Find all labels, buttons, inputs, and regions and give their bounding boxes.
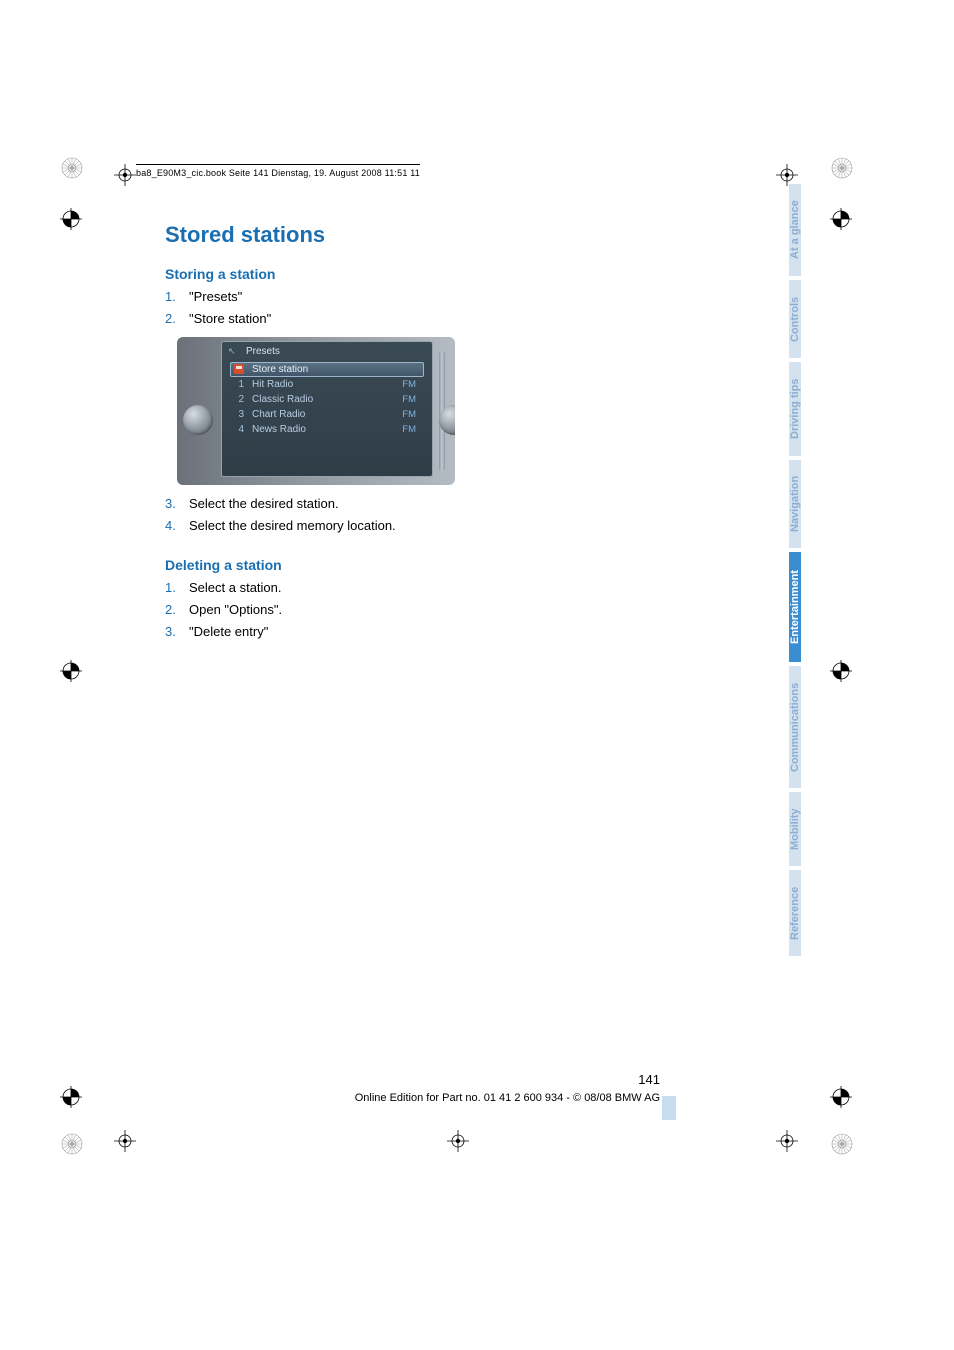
target-mark-icon bbox=[60, 1086, 82, 1108]
target-mark-icon bbox=[60, 208, 82, 230]
footer-line: Online Edition for Part no. 01 41 2 600 … bbox=[355, 1092, 660, 1104]
storing-steps-pre: 1. "Presets" 2. "Store station" bbox=[165, 288, 660, 329]
deleting-heading: Deleting a station bbox=[165, 557, 660, 573]
tab-driving-tips[interactable]: Driving tips bbox=[789, 362, 801, 456]
page-content: Stored stations Storing a station 1. "Pre… bbox=[165, 222, 660, 645]
step-text: "Delete entry" bbox=[189, 623, 268, 642]
rosette-mark-icon bbox=[60, 156, 84, 180]
idrive-row: 4 News Radio FM bbox=[230, 422, 424, 437]
deleting-steps: 1. Select a station. 2. Open "Options". 3. "D… bbox=[165, 579, 660, 642]
step-text: Select a station. bbox=[189, 579, 282, 598]
reg-mark-icon bbox=[447, 1130, 469, 1152]
step-number: 1. bbox=[165, 288, 179, 307]
target-mark-icon bbox=[830, 208, 852, 230]
tab-entertainment[interactable]: Entertainment bbox=[789, 552, 801, 662]
tab-communications[interactable]: Communications bbox=[789, 666, 801, 788]
step-item: 4. Select the desired memory location. bbox=[165, 517, 660, 536]
step-text: Select the desired station. bbox=[189, 495, 339, 514]
idrive-title: Presets bbox=[246, 346, 280, 357]
reg-mark-icon bbox=[114, 164, 136, 186]
idrive-screenshot: ↖ Presets Store station 1 Hit Radio FM 2 Cla… bbox=[177, 337, 455, 485]
idrive-list: Store station 1 Hit Radio FM 2 Classic Radio… bbox=[222, 362, 432, 443]
storing-heading: Storing a station bbox=[165, 266, 660, 282]
step-item: 1. "Presets" bbox=[165, 288, 660, 307]
tab-controls[interactable]: Controls bbox=[789, 280, 801, 358]
tab-navigation[interactable]: Navigation bbox=[789, 460, 801, 548]
tab-mobility[interactable]: Mobility bbox=[789, 792, 801, 866]
step-number: 2. bbox=[165, 601, 179, 620]
step-item: 1. Select a station. bbox=[165, 579, 660, 598]
idrive-row: 3 Chart Radio FM bbox=[230, 407, 424, 422]
page-footer: 141 Online Edition for Part no. 01 41 2 … bbox=[165, 1072, 660, 1104]
idrive-row-label: News Radio bbox=[252, 424, 394, 435]
target-mark-icon bbox=[830, 660, 852, 682]
step-item: 3. "Delete entry" bbox=[165, 623, 660, 642]
reg-mark-icon bbox=[776, 1130, 798, 1152]
idrive-panel: ↖ Presets Store station 1 Hit Radio FM 2 Cla… bbox=[221, 341, 433, 477]
idrive-row-label: Classic Radio bbox=[252, 394, 394, 405]
idrive-row-label: Hit Radio bbox=[252, 379, 394, 390]
step-item: 2. Open "Options". bbox=[165, 601, 660, 620]
idrive-selected-label: Store station bbox=[252, 364, 420, 375]
step-number: 3. bbox=[165, 495, 179, 514]
idrive-row-num: 4 bbox=[234, 424, 244, 435]
idrive-row-num: 2 bbox=[234, 394, 244, 405]
idrive-row: 2 Classic Radio FM bbox=[230, 392, 424, 407]
step-item: 2. "Store station" bbox=[165, 310, 660, 329]
idrive-row-selected: Store station bbox=[230, 362, 424, 377]
section-title: Stored stations bbox=[165, 222, 660, 248]
idrive-row-num: 1 bbox=[234, 379, 244, 390]
step-text: Open "Options". bbox=[189, 601, 282, 620]
rosette-mark-icon bbox=[830, 1132, 854, 1156]
tab-reference[interactable]: Reference bbox=[789, 870, 801, 956]
idrive-knob-left bbox=[183, 405, 213, 435]
step-item: 3. Select the desired station. bbox=[165, 495, 660, 514]
section-tabs: At a glance Controls Driving tips Navigatio… bbox=[789, 160, 814, 984]
idrive-row-band: FM bbox=[402, 409, 420, 420]
idrive-row-label: Chart Radio bbox=[252, 409, 394, 420]
step-number: 3. bbox=[165, 623, 179, 642]
target-mark-icon bbox=[60, 660, 82, 682]
idrive-row-band: FM bbox=[402, 379, 420, 390]
idrive-row-band: FM bbox=[402, 424, 420, 435]
print-header: ba8_E90M3_cic.book Seite 141 Dienstag, 1… bbox=[136, 164, 420, 178]
step-number: 1. bbox=[165, 579, 179, 598]
target-mark-icon bbox=[830, 1086, 852, 1108]
idrive-row-num: 3 bbox=[234, 409, 244, 420]
storing-steps-post: 3. Select the desired station. 4. Select th… bbox=[165, 495, 660, 536]
rosette-mark-icon bbox=[60, 1132, 84, 1156]
reg-mark-icon bbox=[114, 1130, 136, 1152]
save-disk-icon bbox=[234, 364, 244, 374]
idrive-row-band: FM bbox=[402, 394, 420, 405]
tab-at-a-glance[interactable]: At a glance bbox=[789, 184, 801, 276]
footer-accent-bar bbox=[662, 1096, 676, 1120]
page-number: 141 bbox=[165, 1072, 660, 1087]
step-text: "Presets" bbox=[189, 288, 242, 307]
rosette-mark-icon bbox=[830, 156, 854, 180]
nav-arrow-icon: ↖ bbox=[228, 346, 236, 357]
step-number: 4. bbox=[165, 517, 179, 536]
idrive-row: 1 Hit Radio FM bbox=[230, 377, 424, 392]
step-text: "Store station" bbox=[189, 310, 271, 329]
step-number: 2. bbox=[165, 310, 179, 329]
step-text: Select the desired memory location. bbox=[189, 517, 396, 536]
